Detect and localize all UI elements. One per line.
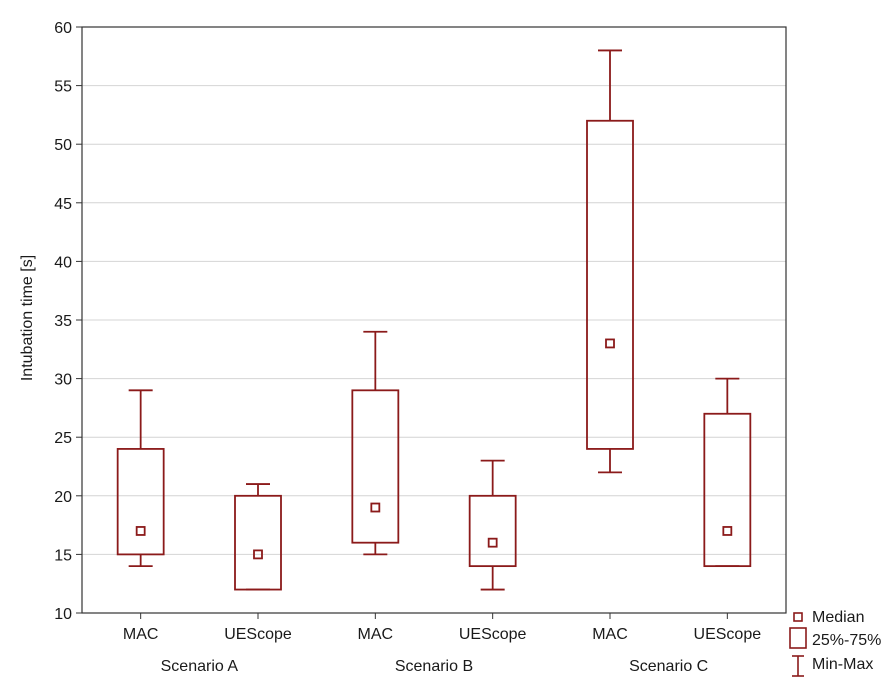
y-tick-label: 60 <box>54 20 72 37</box>
y-tick-label: 45 <box>54 196 72 213</box>
x-tick-label: MAC <box>123 626 159 643</box>
y-tick-label: 10 <box>54 606 72 623</box>
x-tick-label: MAC <box>358 626 394 643</box>
x-tick-label: UEScope <box>459 626 527 643</box>
group-label: Scenario C <box>629 658 708 675</box>
y-tick-label: 25 <box>54 430 72 447</box>
box-3 <box>351 330 400 556</box>
iqr-box <box>234 494 282 591</box>
y-axis-label: Intubation time [s] <box>19 255 36 381</box>
median-marker <box>722 526 733 536</box>
legend-whisker-label: Min-Max <box>812 656 873 673</box>
median-marker <box>253 549 263 560</box>
y-tick-label: 15 <box>54 547 72 564</box>
group-label: Scenario A <box>161 658 239 675</box>
iqr-box <box>703 412 752 568</box>
y-axis-ticks: 10 15 20 25 30 35 40 45 50 55 60 <box>54 20 82 623</box>
box-4 <box>468 459 517 591</box>
legend-box-label: 25%-75% <box>812 632 881 649</box>
legend-median-icon <box>793 612 803 622</box>
iqr-box <box>116 448 165 556</box>
box-2 <box>234 483 282 591</box>
legend: Median 25%-75% Min-Max <box>789 609 881 677</box>
median-marker <box>605 338 615 349</box>
legend-box-icon <box>789 627 807 649</box>
grid-lines <box>82 85 786 555</box>
box-series <box>116 49 752 591</box>
median-marker <box>370 502 381 513</box>
legend-whisker-icon <box>792 655 804 677</box>
y-tick-label: 55 <box>54 79 72 96</box>
y-tick-label: 50 <box>54 137 72 154</box>
box-1 <box>116 389 165 568</box>
box-5 <box>586 49 634 474</box>
median-marker <box>135 526 146 536</box>
y-tick-label: 30 <box>54 372 72 389</box>
y-tick-label: 40 <box>54 254 72 271</box>
x-tick-label: MAC <box>592 626 628 643</box>
iqr-box <box>468 494 517 568</box>
x-tick-label: UEScope <box>224 626 292 643</box>
legend-median-label: Median <box>812 609 864 626</box>
y-tick-label: 20 <box>54 489 72 506</box>
iqr-box <box>351 389 400 544</box>
box-6 <box>703 377 752 568</box>
y-tick-label: 35 <box>54 313 72 330</box>
group-label: Scenario B <box>395 658 473 675</box>
iqr-box <box>586 119 634 450</box>
x-axis-labels: MAC UEScope MAC UEScope MAC UEScope Scenario A… <box>123 613 761 675</box>
median-marker <box>487 537 498 548</box>
x-tick-label: UEScope <box>694 626 762 643</box>
